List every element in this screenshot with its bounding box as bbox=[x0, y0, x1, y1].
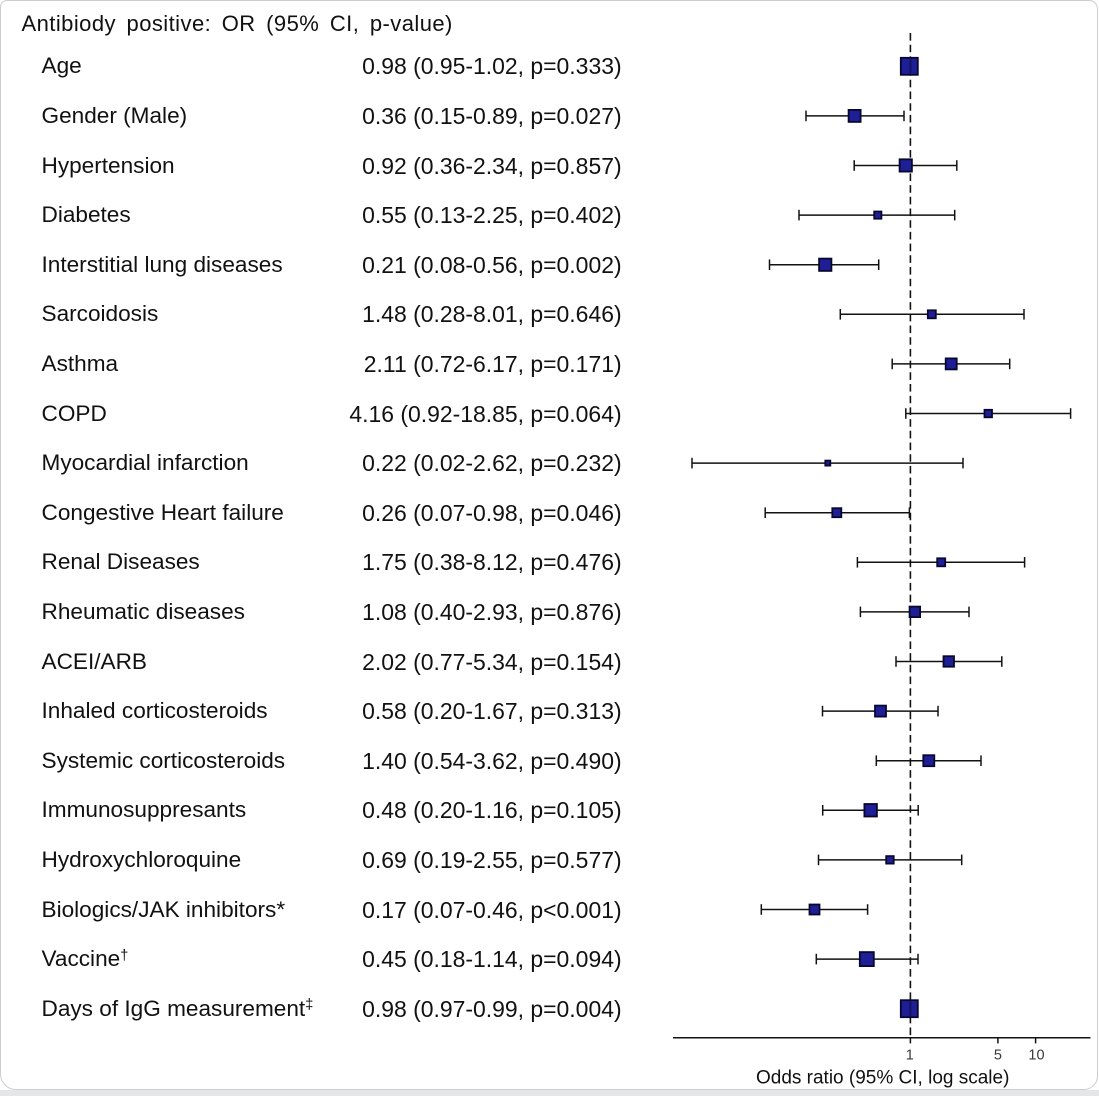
svg-text:1: 1 bbox=[906, 1048, 914, 1064]
svg-text:10: 10 bbox=[1028, 1048, 1044, 1064]
svg-text:5: 5 bbox=[994, 1048, 1002, 1064]
svg-text:Odds ratio (95% CI, log scale): Odds ratio (95% CI, log scale) bbox=[756, 1067, 1009, 1088]
